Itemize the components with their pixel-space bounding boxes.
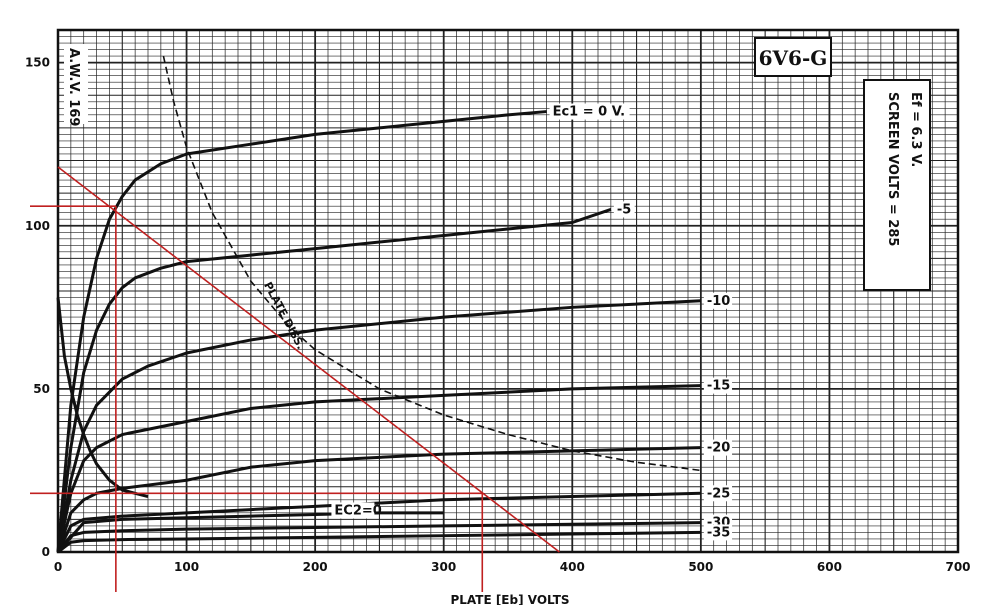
title-box (754, 37, 832, 77)
side-label: A.W.V. 169 (66, 48, 81, 126)
series-label-bg (703, 439, 733, 456)
series-line--15 (56, 384, 701, 553)
series-group: Ec1 = 0 V.-5-10-15-20-25-30-35EC2=0PLATE… (56, 55, 733, 554)
series-label-bg (331, 502, 375, 519)
series-label-bg (703, 292, 733, 309)
series-label: Ec1 = 0 V. (553, 105, 625, 120)
series-line-screen-current (56, 297, 149, 498)
x-axis-title: PLATE [Eb] VOLTS (450, 593, 569, 605)
plot-frame (56, 28, 960, 554)
x-tick-label: 600 (817, 560, 842, 574)
x-tick-label: 200 (303, 560, 328, 574)
chart-grid (56, 28, 960, 554)
x-axis-title-box (426, 594, 598, 605)
series-line--35 (57, 530, 701, 554)
series-label-bg (703, 524, 733, 541)
series-line--10 (56, 299, 701, 553)
series-line-load-line (57, 166, 560, 553)
x-tick-label: 300 (431, 560, 456, 574)
series-label: -35 (707, 525, 731, 540)
series-label: -15 (707, 379, 731, 394)
x-tick-label: 400 (560, 560, 585, 574)
x-tick-label: 500 (688, 560, 713, 574)
series-label: -20 (707, 441, 731, 456)
chart-title: 6V6-G (759, 46, 828, 70)
series-label-bg (703, 485, 733, 502)
y-tick-label: 100 (25, 219, 50, 233)
y-tick-label: 50 (33, 382, 50, 396)
series-line-plate-dissipation (162, 55, 701, 472)
series-line-ec1-0-v- (56, 110, 547, 553)
y-tick-label: 150 (25, 56, 50, 70)
axis-ticks: 0 100 200 300 400 500 600 700 0 50 100 150 (25, 56, 971, 574)
conditions-box (863, 79, 931, 291)
y-tick-label: 0 (42, 545, 50, 559)
x-tick-label: 100 (174, 560, 199, 574)
condition-filament: Ef = 6.3 V. (908, 92, 923, 167)
side-label-box (64, 44, 88, 124)
series-label: -5 (617, 202, 631, 217)
series-line--20 (56, 446, 701, 553)
series-label: -10 (707, 294, 731, 309)
x-tick-label: 0 (54, 560, 62, 574)
series-line--25 (56, 491, 701, 553)
series-label-bg (703, 377, 733, 394)
series-label: -25 (707, 486, 731, 501)
series-line--5 (56, 208, 612, 553)
series-label: EC2=0 (334, 503, 381, 518)
x-tick-label: 700 (945, 560, 970, 574)
series-label-bg (613, 201, 635, 218)
condition-screen-volts: SCREEN VOLTS = 285 (885, 92, 900, 246)
series-label-bg (549, 103, 630, 120)
reference-lines (30, 205, 484, 592)
